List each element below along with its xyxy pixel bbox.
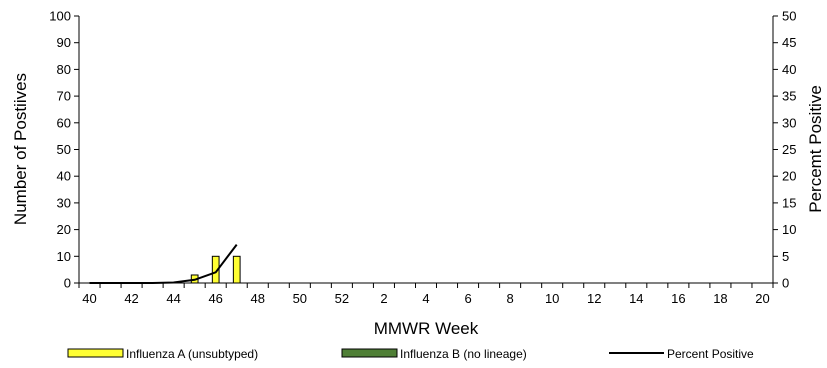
y2-tick-label: 25 [782, 142, 796, 157]
y-tick-label: 10 [57, 249, 71, 264]
bar-influenza-a [232, 255, 241, 284]
y-tick-label: 90 [57, 35, 71, 50]
x-tick-label: 44 [166, 291, 180, 306]
y-tick-label: 20 [57, 222, 71, 237]
x-tick-label: 12 [587, 291, 601, 306]
y2-tick-label: 45 [782, 35, 796, 50]
y-tick-label: 0 [64, 276, 71, 291]
x-tick-label: 48 [251, 291, 265, 306]
y2-axis-title: Percemt Positive [806, 85, 825, 213]
x-axis-ticks: 40 42 44 46 48 50 52 2 4 6 8 10 12 14 16 18 20 [78, 283, 774, 306]
y-tick-label: 70 [57, 89, 71, 104]
x-tick-label: 6 [464, 291, 471, 306]
y-axis-title: Number of Postiives [11, 73, 30, 225]
y2-tick-label: 15 [782, 195, 796, 210]
y2-tick-label: 10 [782, 222, 796, 237]
y2-tick-label: 30 [782, 115, 796, 130]
y2-tick-label: 20 [782, 169, 796, 184]
y-tick-label: 80 [57, 62, 71, 77]
x-tick-label: 50 [293, 291, 307, 306]
legend-label-influenza-b: Influenza B (no lineage) [400, 347, 527, 361]
x-tick-label: 42 [124, 291, 138, 306]
y2-tick-label: 50 [782, 9, 796, 24]
x-tick-label: 4 [422, 291, 429, 306]
x-tick-label: 2 [380, 291, 387, 306]
legend-label-percent-positive: Percent Positive [667, 347, 754, 361]
y-tick-label: 100 [49, 9, 71, 24]
x-tick-label: 8 [507, 291, 514, 306]
legend-swatch-influenza-a [67, 348, 124, 358]
x-axis-title: MMWR Week [374, 319, 479, 338]
x-tick-label: 14 [629, 291, 643, 306]
x-tick-label: 16 [671, 291, 685, 306]
x-tick-label: 10 [545, 291, 559, 306]
x-tick-label: 52 [335, 291, 349, 306]
y-tick-label: 40 [57, 169, 71, 184]
x-tick-label: 46 [208, 291, 222, 306]
y2-tick-label: 0 [782, 276, 789, 291]
right-axis-ticks: 0 5 10 15 20 25 30 35 40 45 50 [773, 9, 796, 291]
x-tick-label: 20 [755, 291, 769, 306]
legend: Influenza A (unsubtyped) Influenza B (no… [67, 347, 754, 361]
left-axis-ticks: 0 10 20 30 40 50 60 70 80 90 100 [49, 9, 79, 291]
y-tick-label: 50 [57, 142, 71, 157]
y-tick-label: 60 [57, 115, 71, 130]
y2-tick-label: 5 [782, 249, 789, 264]
legend-swatch-influenza-b [341, 348, 398, 358]
y-tick-label: 30 [57, 195, 71, 210]
legend-label-influenza-a: Influenza A (unsubtyped) [126, 347, 258, 361]
axes-group [78, 16, 774, 284]
x-tick-label: 40 [82, 291, 96, 306]
y2-tick-label: 35 [782, 89, 796, 104]
x-tick-label: 18 [713, 291, 727, 306]
y2-tick-label: 40 [782, 62, 796, 77]
